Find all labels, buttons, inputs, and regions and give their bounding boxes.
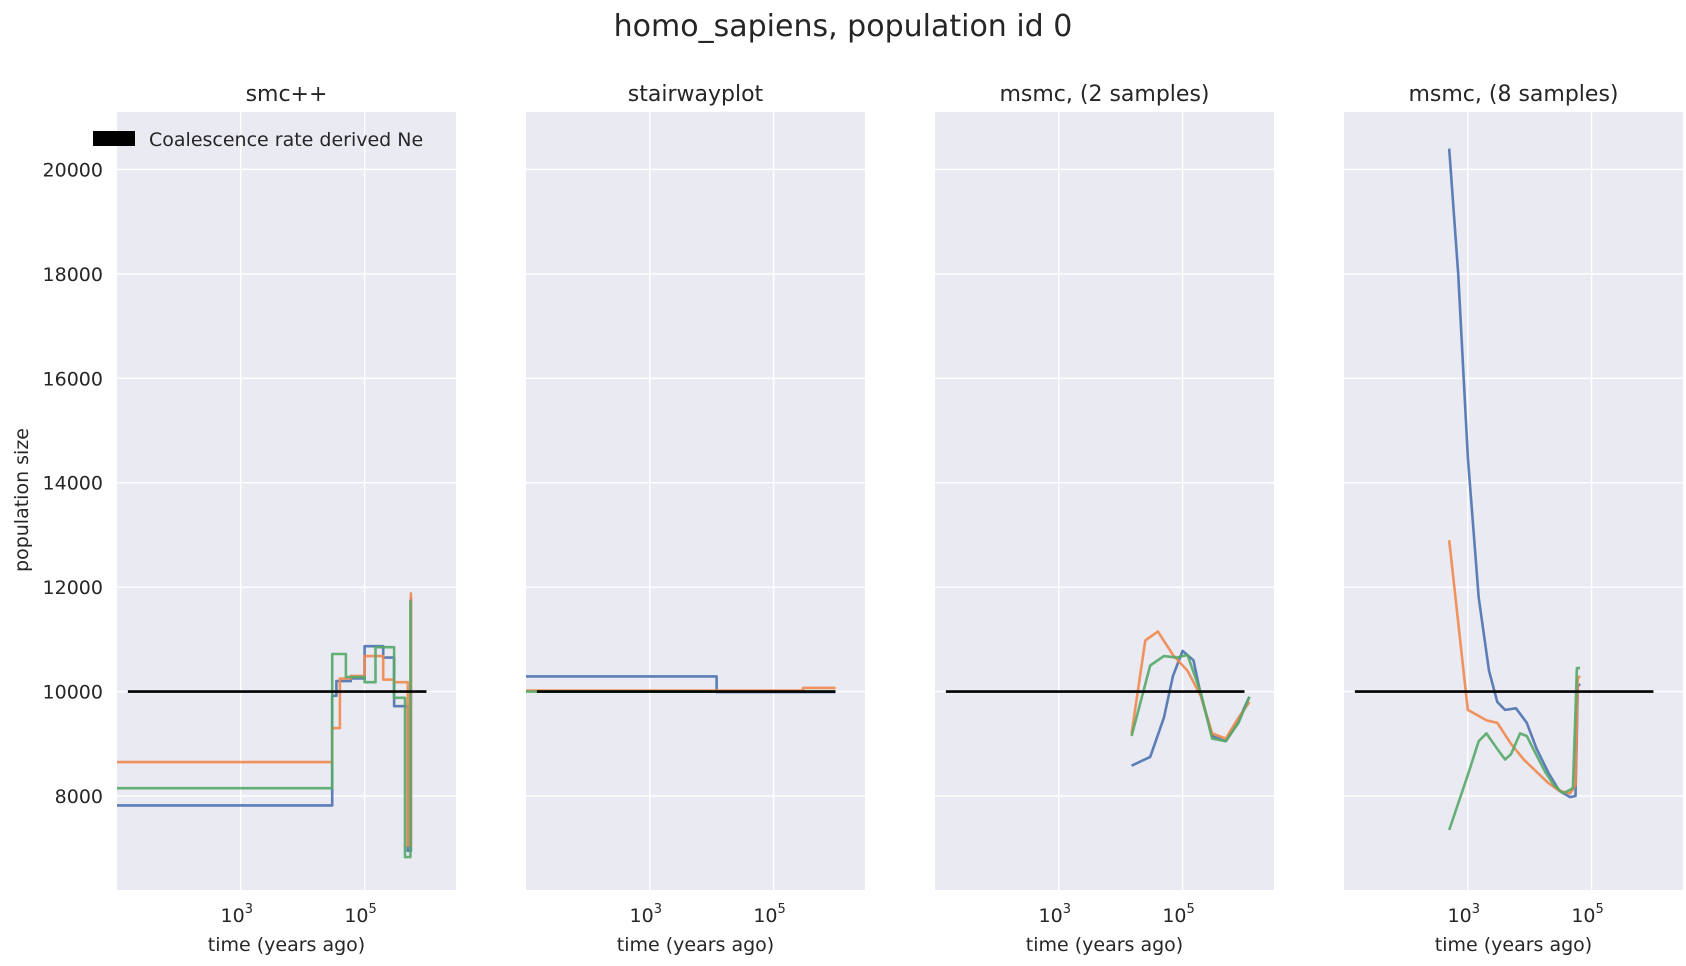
legend: Coalescence rate derived Ne bbox=[93, 129, 423, 151]
x-tick-exponent: 3 bbox=[245, 902, 253, 917]
x-tick-label: 105 bbox=[1162, 902, 1194, 927]
y-tick-label: 12000 bbox=[43, 577, 103, 599]
y-tick-label: 14000 bbox=[43, 473, 103, 495]
x-tick-base: 10 bbox=[221, 905, 245, 927]
plot-area bbox=[117, 112, 456, 890]
series-line-green bbox=[117, 600, 412, 859]
x-tick-base: 10 bbox=[1162, 905, 1186, 927]
plot-area bbox=[1344, 112, 1683, 890]
x-tick-exponent: 3 bbox=[654, 902, 662, 917]
series-line-green bbox=[1447, 666, 1580, 831]
x-tick-base: 10 bbox=[344, 905, 368, 927]
figure-title: homo_sapiens, population id 0 bbox=[614, 9, 1073, 44]
x-axis-label: time (years ago) bbox=[617, 934, 774, 956]
panel-title: stairwayplot bbox=[628, 82, 764, 107]
y-axis-label: population size bbox=[11, 428, 33, 572]
x-tick-label: 103 bbox=[221, 902, 253, 927]
x-axis-label: time (years ago) bbox=[208, 934, 365, 956]
panel-title: msmc, (8 samples) bbox=[1408, 82, 1618, 107]
series-line-green bbox=[1130, 653, 1251, 743]
x-tick-exponent: 5 bbox=[369, 902, 377, 917]
x-tick-base: 10 bbox=[1571, 905, 1595, 927]
x-tick-label: 105 bbox=[344, 902, 376, 927]
panel-title: smc++ bbox=[246, 82, 328, 107]
x-axis-label: time (years ago) bbox=[1026, 934, 1183, 956]
x-tick-label: 103 bbox=[1448, 902, 1480, 927]
x-tick-label: 105 bbox=[1571, 902, 1603, 927]
series-line-orange bbox=[117, 592, 413, 847]
x-tick-label: 105 bbox=[753, 902, 785, 927]
x-tick-exponent: 3 bbox=[1063, 902, 1071, 917]
x-tick-base: 10 bbox=[753, 905, 777, 927]
x-tick-base: 10 bbox=[630, 905, 654, 927]
x-tick-base: 10 bbox=[1039, 905, 1063, 927]
legend-label: Coalescence rate derived Ne bbox=[149, 129, 423, 151]
legend-swatch bbox=[93, 131, 135, 146]
y-tick-label: 18000 bbox=[43, 264, 103, 286]
series-line-orange bbox=[1447, 540, 1581, 795]
x-tick-base: 10 bbox=[1448, 905, 1472, 927]
x-tick-label: 103 bbox=[630, 902, 662, 927]
plot-area bbox=[935, 112, 1274, 890]
x-tick-exponent: 5 bbox=[1596, 902, 1604, 917]
y-tick-label: 16000 bbox=[43, 368, 103, 390]
x-axis-label: time (years ago) bbox=[1435, 934, 1592, 956]
x-tick-exponent: 3 bbox=[1472, 902, 1480, 917]
x-tick-exponent: 5 bbox=[1187, 902, 1195, 917]
series-line-orange bbox=[1130, 630, 1251, 740]
series-line-blue bbox=[1447, 148, 1581, 799]
panel-title: msmc, (2 samples) bbox=[999, 82, 1209, 107]
y-tick-label: 10000 bbox=[43, 682, 103, 704]
plot-area bbox=[526, 112, 865, 890]
y-tick-label: 20000 bbox=[43, 159, 103, 181]
y-tick-label: 8000 bbox=[55, 786, 103, 808]
x-tick-label: 103 bbox=[1039, 902, 1071, 927]
x-tick-exponent: 5 bbox=[778, 902, 786, 917]
